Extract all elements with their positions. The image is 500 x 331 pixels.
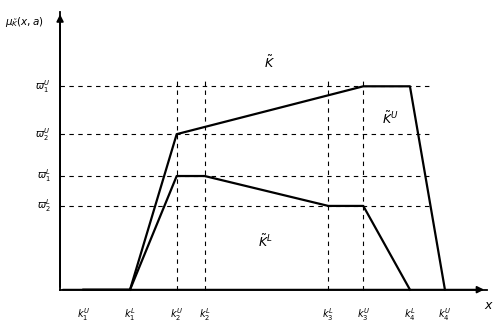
Text: $k_4^L$: $k_4^L$ bbox=[404, 306, 416, 323]
Text: $k_4^U$: $k_4^U$ bbox=[438, 306, 452, 323]
Text: $k_3^U$: $k_3^U$ bbox=[356, 306, 370, 323]
Text: $\varpi_2^U$: $\varpi_2^U$ bbox=[36, 126, 51, 143]
Text: $k_1^U$: $k_1^U$ bbox=[77, 306, 90, 323]
Text: $\varpi_1^L$: $\varpi_1^L$ bbox=[36, 167, 51, 184]
Text: $k_2^L$: $k_2^L$ bbox=[199, 306, 210, 323]
Text: $k_1^L$: $k_1^L$ bbox=[124, 306, 136, 323]
Text: $\mu_{\tilde{K}}(x,a)$: $\mu_{\tilde{K}}(x,a)$ bbox=[5, 15, 44, 28]
Text: $k_3^L$: $k_3^L$ bbox=[322, 306, 334, 323]
Text: $\tilde{K}$: $\tilde{K}$ bbox=[264, 55, 276, 71]
Text: $k_2^U$: $k_2^U$ bbox=[170, 306, 183, 323]
Text: $x$: $x$ bbox=[484, 299, 494, 311]
Text: $\varpi_2^L$: $\varpi_2^L$ bbox=[36, 198, 51, 214]
Text: $\tilde{K}^L$: $\tilde{K}^L$ bbox=[258, 234, 273, 250]
Text: $\tilde{K}^U$: $\tilde{K}^U$ bbox=[382, 111, 398, 127]
Text: $\varpi_1^U$: $\varpi_1^U$ bbox=[36, 78, 51, 95]
